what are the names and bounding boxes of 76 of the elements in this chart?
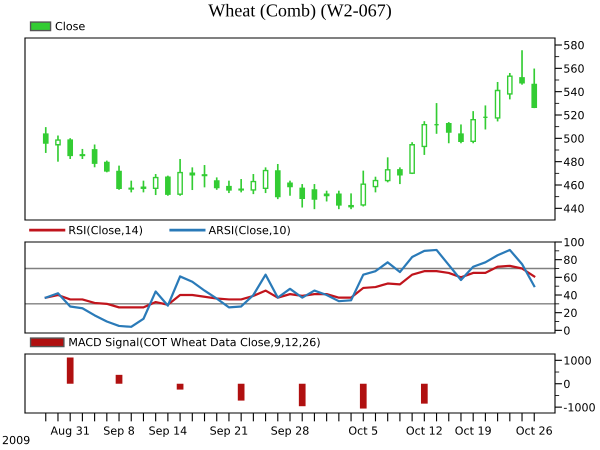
y-tick-label: 440 xyxy=(564,204,584,213)
y-tick-label: 500 xyxy=(564,134,584,143)
legend-label: RSI(Close,14) xyxy=(69,226,142,236)
x-tick-label: Sep 8 xyxy=(104,426,134,437)
candlestick xyxy=(287,180,293,196)
bar xyxy=(420,384,428,404)
line-series xyxy=(44,248,536,328)
x-tick-label: Oct 19 xyxy=(455,426,491,435)
y-tick-label: 480 xyxy=(564,158,584,166)
candlestick xyxy=(238,179,244,192)
y-tick-label: 0 xyxy=(564,380,570,388)
x-tick-label: Oct 5 xyxy=(348,426,378,435)
candlestick xyxy=(128,180,134,192)
x-tick-label: Sep 21 xyxy=(210,426,248,437)
candlestick xyxy=(397,167,403,184)
chart-title: Wheat (Comb) (W2-067) xyxy=(208,4,391,20)
candlestick xyxy=(202,165,208,188)
x-tick-label: Oct 26 xyxy=(516,426,552,435)
candlestick xyxy=(92,144,98,168)
y-tick-label: 0 xyxy=(564,326,570,335)
bar xyxy=(238,384,245,401)
y-tick-label: 560 xyxy=(564,64,584,73)
candlestick xyxy=(372,176,378,192)
candlestick xyxy=(140,180,146,192)
candlestick xyxy=(55,136,61,162)
y-tick-label: 100 xyxy=(564,238,584,246)
candlestick xyxy=(177,158,183,196)
legend-label: ARSI(Close,10) xyxy=(208,226,290,236)
candlestick xyxy=(250,174,256,194)
candlestick xyxy=(531,68,538,108)
candlestick xyxy=(336,190,342,210)
candlestick xyxy=(165,176,171,196)
x-tick-label: Sep 14 xyxy=(149,426,187,437)
candlestick xyxy=(360,170,366,206)
y-tick-label: 540 xyxy=(564,88,584,96)
candlestick xyxy=(152,174,158,196)
x-tick-label: Oct 12 xyxy=(406,426,442,435)
y-tick-label: 580 xyxy=(564,40,584,50)
candlestick xyxy=(348,193,354,210)
candlestick xyxy=(446,122,452,144)
x-tick-label: Sep 28 xyxy=(271,426,309,437)
bar xyxy=(66,358,74,384)
candlestick xyxy=(226,180,232,194)
candlestick xyxy=(104,160,110,172)
text: 2009 xyxy=(2,436,30,444)
y-tick-label: 520 xyxy=(564,110,584,120)
candlestick xyxy=(262,167,268,194)
bar xyxy=(176,384,184,390)
y-tick-label: 60 xyxy=(564,273,577,282)
y-tick-label: 1000 xyxy=(564,356,591,365)
line-series xyxy=(44,264,536,308)
y-tick-label: 20 xyxy=(564,308,577,318)
candlestick xyxy=(312,184,318,210)
y-tick-label: 460 xyxy=(564,180,584,190)
candlestick xyxy=(67,138,74,159)
candlestick xyxy=(506,72,513,100)
candlestick xyxy=(214,177,220,190)
x-tick-label: Aug 31 xyxy=(50,426,89,437)
bar xyxy=(298,384,306,406)
y-tick-label: 80 xyxy=(564,256,577,264)
candlestick xyxy=(42,127,49,153)
candlestick xyxy=(189,167,196,190)
candlestick xyxy=(519,50,525,85)
legend-label: MACD Signal(COT Wheat Data Close,9,12,26) xyxy=(69,338,320,348)
candlestick xyxy=(324,190,330,202)
candlestick xyxy=(422,121,428,155)
legend-label: Close xyxy=(56,22,85,30)
y-tick-label: -1000 xyxy=(564,403,595,412)
candlestick xyxy=(116,166,122,190)
candlestick xyxy=(470,111,476,144)
candlestick xyxy=(299,184,306,208)
candlestick xyxy=(384,157,391,182)
y-tick-label: 40 xyxy=(564,290,577,300)
bar xyxy=(116,374,122,384)
candlestick xyxy=(458,124,464,144)
bar xyxy=(360,384,367,409)
